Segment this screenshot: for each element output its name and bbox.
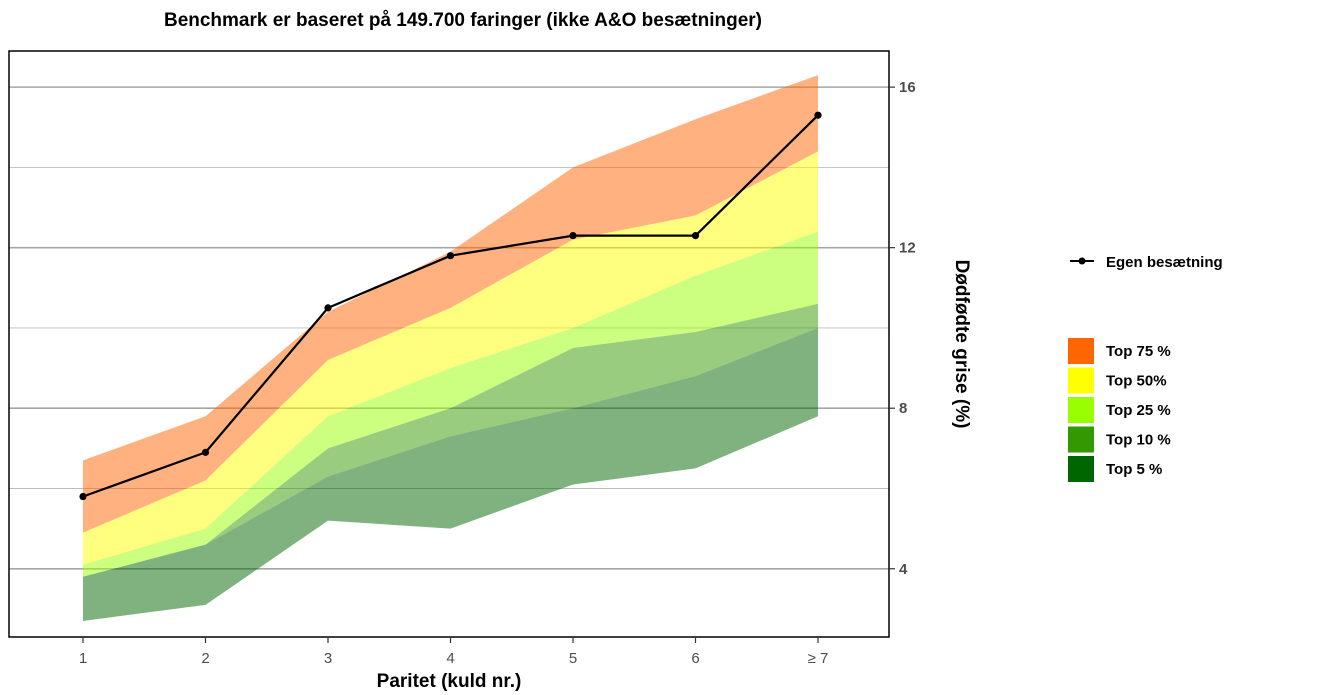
y-tick-label-2: 12 [899, 240, 916, 257]
legend-label-2: Top 25 % [1106, 402, 1171, 419]
legend-label-0: Top 75 % [1106, 343, 1171, 360]
legend-swatch-0 [1068, 338, 1094, 364]
x-axis-title: Paritet (kuld nr.) [377, 671, 522, 692]
benchmark-bands [83, 75, 818, 621]
y-axis-ticks: 4 8 12 16 [889, 79, 916, 578]
x-axis-ticks: 1 2 3 4 5 6 ≥ 7 [79, 637, 829, 667]
band-4 [83, 327, 818, 621]
x-tick-label-1: 2 [201, 650, 209, 667]
band-3 [83, 303, 818, 577]
legend-series: Egen besætning [1070, 254, 1223, 271]
series-point-1 [201, 448, 210, 456]
y-tick-label-0: 4 [899, 561, 908, 578]
x-tick-label-2: 3 [324, 650, 332, 667]
legend-label-egen: Egen besætning [1106, 254, 1223, 271]
band-2 [83, 231, 818, 577]
legend-label-1: Top 50% [1106, 373, 1167, 390]
legend-label-3: Top 10 % [1106, 432, 1171, 449]
x-tick-label-6: ≥ 7 [808, 650, 829, 667]
series-point-4 [569, 232, 577, 240]
x-tick-label-4: 5 [569, 650, 577, 667]
y-axis-title: Dødfødte grise (%) [951, 260, 972, 429]
band-1 [83, 151, 818, 565]
own-herd-series [79, 111, 822, 501]
legend-bands: Top 75 % Top 50% Top 25 % Top 10 % Top 5 % [1068, 338, 1171, 482]
band-0 [83, 75, 818, 533]
legend-swatch-1 [1068, 367, 1094, 394]
series-point-2 [324, 304, 332, 312]
x-tick-label-0: 1 [79, 650, 87, 667]
y-tick-label-1: 8 [899, 400, 907, 417]
legend-swatch-4 [1068, 456, 1094, 482]
series-point-6 [814, 111, 822, 119]
series-point-3 [446, 252, 455, 260]
series-point-5 [691, 232, 700, 240]
legend-swatch-3 [1068, 426, 1094, 453]
series-point-0 [79, 492, 87, 501]
legend-label-4: Top 5 % [1106, 461, 1162, 478]
legend-swatch-2 [1068, 397, 1094, 423]
y-tick-label-3: 16 [899, 79, 916, 96]
chart-title: Benchmark er baseret på 149.700 faringer… [164, 10, 762, 31]
plot-panel-border [8, 50, 890, 638]
legend-point-key [1078, 257, 1086, 265]
x-tick-label-3: 4 [446, 650, 454, 667]
x-tick-label-5: 6 [691, 650, 699, 667]
